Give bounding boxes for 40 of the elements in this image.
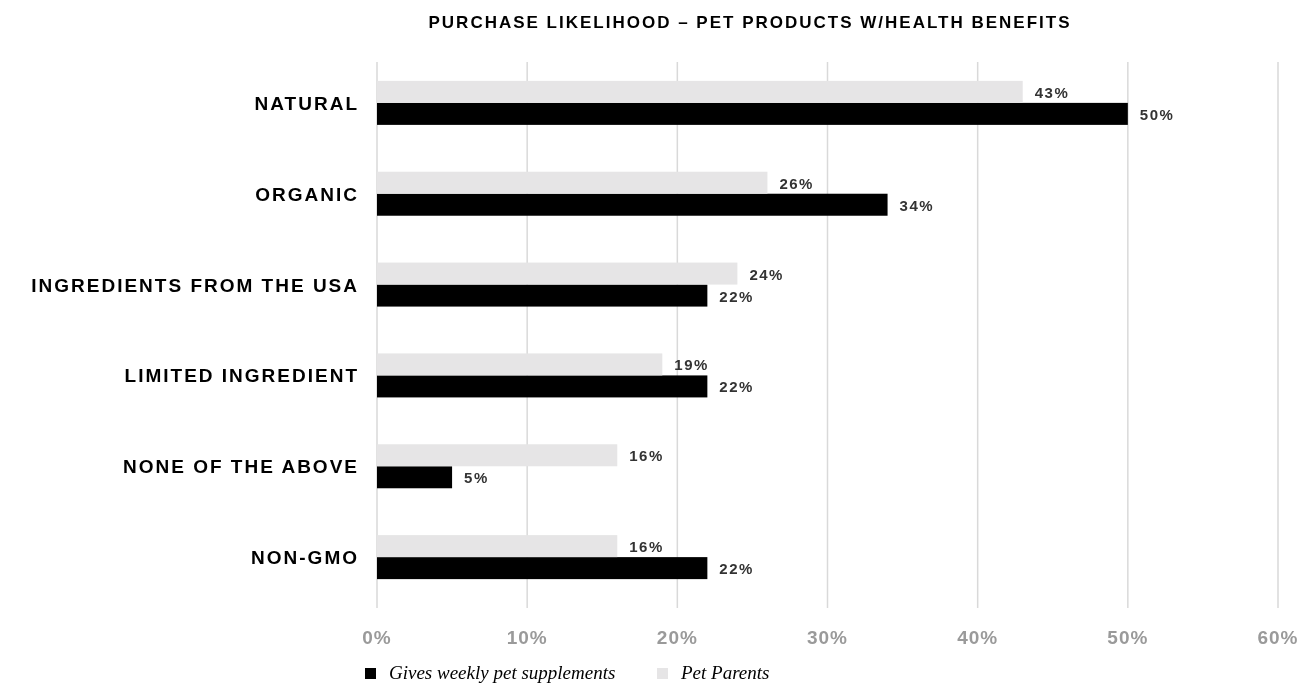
x-tick-label: 60%	[1257, 627, 1299, 648]
legend-label: Pet Parents	[680, 662, 770, 683]
legend-label: Gives weekly pet supplements	[389, 662, 616, 683]
y-tick-label: NATURAL	[254, 92, 359, 114]
data-label: 22%	[719, 378, 754, 396]
bar	[377, 80, 1023, 103]
data-label: 16%	[629, 538, 664, 556]
x-tick-label: 50%	[1107, 627, 1149, 648]
bar	[377, 262, 738, 285]
data-label: 5%	[464, 469, 489, 487]
bar	[377, 193, 888, 216]
bar	[377, 375, 708, 398]
x-tick-label: 40%	[957, 627, 999, 648]
bar	[377, 353, 663, 376]
y-tick-label: LIMITED INGREDIENT	[124, 365, 359, 387]
data-label: 26%	[779, 174, 814, 192]
x-tick-label: 10%	[506, 627, 548, 648]
x-tick-label: 30%	[806, 627, 849, 648]
y-tick-label: INGREDIENTS FROM THE USA	[31, 274, 359, 296]
data-label: 19%	[674, 356, 709, 374]
bar	[377, 466, 453, 489]
data-label: 22%	[719, 560, 754, 578]
bar	[377, 284, 708, 307]
x-tick-label: 20%	[656, 627, 698, 648]
bar	[377, 535, 618, 558]
y-tick-label: NONE OF THE ABOVE	[123, 456, 359, 478]
data-label: 34%	[899, 196, 935, 214]
chart-title: PURCHASE LIKELIHOOD – PET PRODUCTS W/HEALTH BENEFITS	[428, 13, 1072, 32]
y-tick-label: NON-GMO	[251, 547, 359, 569]
data-label: 24%	[749, 265, 784, 283]
data-label: 22%	[719, 287, 754, 305]
data-label: 16%	[629, 447, 664, 465]
bar	[377, 557, 708, 580]
bar	[377, 171, 768, 194]
bar	[377, 444, 618, 467]
data-label: 50%	[1139, 105, 1175, 123]
y-tick-label: ORGANIC	[255, 183, 359, 205]
data-label: 43%	[1034, 83, 1070, 101]
x-tick-label: 0%	[362, 627, 392, 648]
bar	[377, 102, 1128, 125]
